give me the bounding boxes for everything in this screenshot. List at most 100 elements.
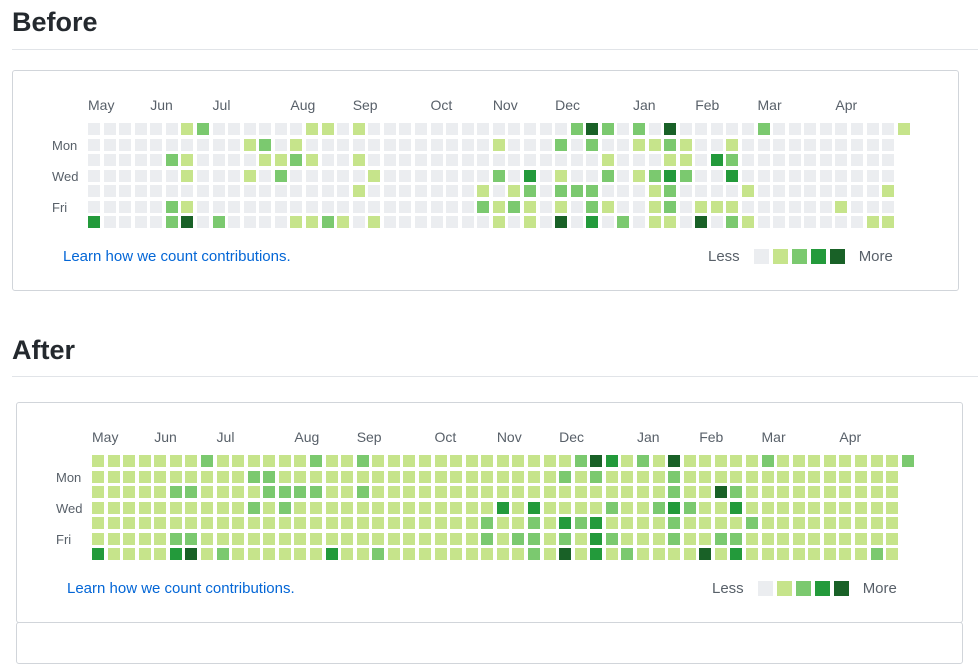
contribution-day-cell[interactable]	[150, 200, 163, 213]
contribution-day-cell[interactable]	[574, 501, 587, 514]
contribution-day-cell[interactable]	[154, 470, 167, 483]
contribution-day-cell[interactable]	[886, 548, 899, 561]
contribution-day-cell[interactable]	[664, 123, 677, 135]
contribution-day-cell[interactable]	[356, 501, 369, 514]
contribution-day-cell[interactable]	[181, 138, 194, 151]
contribution-day-cell[interactable]	[119, 123, 132, 135]
contribution-day-cell[interactable]	[804, 185, 817, 198]
contribution-day-cell[interactable]	[726, 169, 739, 182]
contribution-day-cell[interactable]	[138, 532, 151, 545]
contribution-day-cell[interactable]	[850, 138, 863, 151]
contribution-day-cell[interactable]	[103, 123, 116, 135]
contribution-day-cell[interactable]	[481, 517, 494, 530]
contribution-day-cell[interactable]	[305, 200, 318, 213]
contribution-day-cell[interactable]	[496, 455, 509, 467]
contribution-day-cell[interactable]	[492, 216, 505, 229]
contribution-day-cell[interactable]	[823, 501, 836, 514]
learn-contributions-link[interactable]: Learn how we count contributions.	[67, 580, 295, 597]
contribution-day-cell[interactable]	[477, 123, 490, 135]
contribution-day-cell[interactable]	[757, 216, 770, 229]
contribution-day-cell[interactable]	[886, 501, 899, 514]
contribution-day-cell[interactable]	[103, 216, 116, 229]
contribution-day-cell[interactable]	[92, 455, 104, 467]
contribution-day-cell[interactable]	[664, 138, 677, 151]
contribution-day-cell[interactable]	[247, 486, 260, 499]
contribution-day-cell[interactable]	[403, 548, 416, 561]
contribution-day-cell[interactable]	[88, 200, 100, 213]
contribution-day-cell[interactable]	[165, 138, 178, 151]
contribution-day-cell[interactable]	[512, 470, 525, 483]
contribution-day-cell[interactable]	[200, 548, 213, 561]
contribution-day-cell[interactable]	[664, 216, 677, 229]
contribution-day-cell[interactable]	[559, 455, 572, 467]
contribution-day-cell[interactable]	[123, 501, 136, 514]
contribution-day-cell[interactable]	[356, 455, 369, 467]
contribution-day-cell[interactable]	[200, 486, 213, 499]
contribution-day-cell[interactable]	[761, 517, 774, 530]
contribution-day-cell[interactable]	[185, 532, 198, 545]
contribution-day-cell[interactable]	[527, 532, 540, 545]
contribution-day-cell[interactable]	[247, 548, 260, 561]
contribution-day-cell[interactable]	[695, 185, 708, 198]
contribution-day-cell[interactable]	[835, 200, 848, 213]
contribution-day-cell[interactable]	[555, 216, 568, 229]
contribution-day-cell[interactable]	[263, 517, 276, 530]
contribution-day-cell[interactable]	[617, 200, 630, 213]
contribution-day-cell[interactable]	[745, 501, 758, 514]
contribution-day-cell[interactable]	[617, 154, 630, 167]
contribution-day-cell[interactable]	[543, 501, 556, 514]
contribution-day-cell[interactable]	[808, 517, 821, 530]
contribution-day-cell[interactable]	[512, 517, 525, 530]
contribution-day-cell[interactable]	[119, 169, 132, 182]
contribution-day-cell[interactable]	[212, 154, 225, 167]
contribution-day-cell[interactable]	[523, 169, 536, 182]
contribution-day-cell[interactable]	[123, 486, 136, 499]
contribution-day-cell[interactable]	[181, 154, 194, 167]
contribution-day-cell[interactable]	[325, 532, 338, 545]
contribution-day-cell[interactable]	[668, 486, 681, 499]
contribution-day-cell[interactable]	[399, 200, 412, 213]
contribution-day-cell[interactable]	[434, 486, 447, 499]
contribution-day-cell[interactable]	[870, 470, 883, 483]
contribution-day-cell[interactable]	[496, 470, 509, 483]
contribution-day-cell[interactable]	[481, 548, 494, 561]
contribution-day-cell[interactable]	[788, 216, 801, 229]
contribution-day-cell[interactable]	[695, 154, 708, 167]
contribution-day-cell[interactable]	[150, 138, 163, 151]
contribution-day-cell[interactable]	[555, 200, 568, 213]
contribution-day-cell[interactable]	[496, 517, 509, 530]
contribution-day-cell[interactable]	[337, 123, 350, 135]
contribution-day-cell[interactable]	[850, 200, 863, 213]
contribution-day-cell[interactable]	[726, 200, 739, 213]
contribution-day-cell[interactable]	[290, 169, 303, 182]
contribution-day-cell[interactable]	[699, 517, 712, 530]
contribution-day-cell[interactable]	[695, 169, 708, 182]
contribution-day-cell[interactable]	[446, 138, 459, 151]
contribution-day-cell[interactable]	[866, 123, 879, 135]
contribution-day-cell[interactable]	[679, 200, 692, 213]
contribution-day-cell[interactable]	[699, 455, 712, 467]
contribution-day-cell[interactable]	[263, 548, 276, 561]
contribution-day-cell[interactable]	[866, 138, 879, 151]
contribution-day-cell[interactable]	[278, 501, 291, 514]
contribution-day-cell[interactable]	[819, 154, 832, 167]
contribution-day-cell[interactable]	[228, 138, 241, 151]
contribution-day-cell[interactable]	[792, 486, 805, 499]
contribution-day-cell[interactable]	[387, 548, 400, 561]
contribution-day-cell[interactable]	[337, 200, 350, 213]
contribution-day-cell[interactable]	[274, 169, 287, 182]
contribution-day-cell[interactable]	[777, 501, 790, 514]
contribution-day-cell[interactable]	[757, 200, 770, 213]
contribution-day-cell[interactable]	[399, 138, 412, 151]
contribution-day-cell[interactable]	[823, 470, 836, 483]
contribution-day-cell[interactable]	[710, 154, 723, 167]
contribution-day-cell[interactable]	[835, 185, 848, 198]
contribution-day-cell[interactable]	[555, 123, 568, 135]
contribution-day-cell[interactable]	[232, 470, 245, 483]
contribution-day-cell[interactable]	[632, 169, 645, 182]
contribution-day-cell[interactable]	[372, 501, 385, 514]
contribution-day-cell[interactable]	[450, 517, 463, 530]
contribution-day-cell[interactable]	[446, 123, 459, 135]
contribution-day-cell[interactable]	[352, 138, 365, 151]
contribution-day-cell[interactable]	[228, 123, 241, 135]
